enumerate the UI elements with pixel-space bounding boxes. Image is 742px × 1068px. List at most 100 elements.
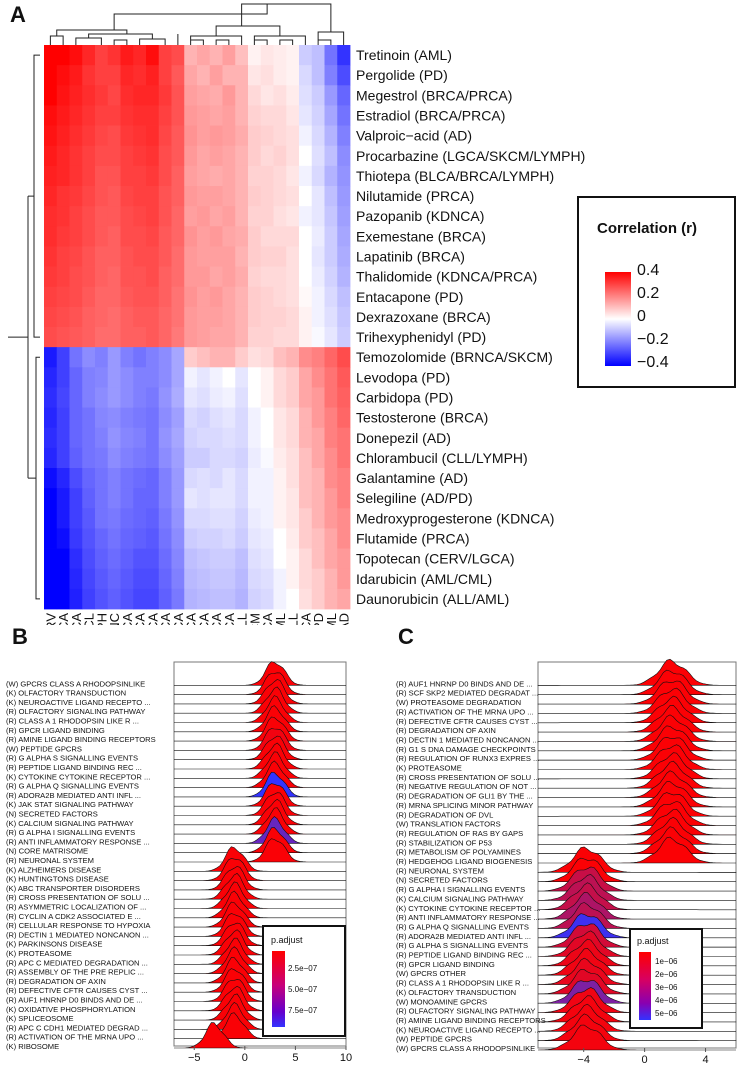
heatmap-cell (95, 508, 109, 529)
panel-b-category-label: (K) OXIDATIVE PHOSPHORYLATION (6, 1005, 136, 1014)
heatmap-cell (260, 65, 274, 86)
heatmap-cell (56, 105, 70, 126)
heatmap-cell (158, 266, 172, 288)
heatmap-cell (248, 407, 262, 429)
heatmap-cell (273, 488, 287, 509)
heatmap-cell (248, 165, 262, 187)
heatmap-cell (158, 407, 172, 429)
heatmap-cell (324, 206, 338, 227)
heatmap-cell (260, 427, 274, 449)
heatmap-row-label: Thalidomide (KDNCA/PRCA) (356, 269, 537, 285)
heatmap-cell (82, 125, 96, 147)
heatmap-col-label: BRNCA (133, 613, 148, 625)
heatmap-cell (299, 468, 313, 489)
heatmap-cell (158, 65, 172, 86)
panel-c-ridge (537, 658, 737, 686)
heatmap-cell (184, 548, 198, 570)
heatmap-cell (158, 246, 172, 267)
heatmap-cell (69, 286, 83, 308)
heatmap-cell (299, 105, 313, 126)
heatmap-cell (235, 347, 249, 368)
heatmap-cell (248, 145, 262, 167)
heatmap-cell (44, 65, 58, 86)
heatmap-cell (324, 145, 338, 167)
heatmap-cell (120, 548, 134, 570)
heatmap-cell (337, 407, 351, 429)
heatmap-cell (82, 488, 96, 509)
heatmap-cell (337, 45, 351, 66)
heatmap-cell (82, 186, 96, 207)
heatmap-cell (158, 85, 172, 106)
panel-c-category-label: (W) MONOAMINE GPCRS (396, 997, 487, 1006)
heatmap-cell (299, 246, 313, 267)
heatmap-cell (197, 186, 211, 207)
panel-b-category-label: (K) HUNTINGTONS DISEASE (6, 875, 109, 884)
heatmap-cell (337, 387, 351, 408)
panel-b-category-label: (R) DEFECTIVE CFTR CAUSES CYST ... (6, 986, 148, 995)
heatmap-col-label: CRCA (171, 613, 186, 625)
heatmap-col-label: PACA (56, 613, 71, 625)
heatmap-cell (299, 427, 313, 449)
heatmap-cell (299, 447, 313, 469)
heatmap-cell (299, 186, 313, 207)
heatmap-cell (171, 125, 185, 147)
heatmap-cell (286, 246, 300, 267)
heatmap-cell (44, 407, 58, 429)
heatmap-cell (324, 105, 338, 126)
heatmap-cell (299, 367, 313, 388)
heatmap-cell (171, 65, 185, 86)
heatmap-cell (44, 468, 58, 489)
heatmap-row-label: Entacapone (PD) (356, 289, 463, 305)
heatmap-row-label: Valproic−acid (AD) (356, 128, 472, 144)
row-dendrogram (8, 54, 40, 600)
heatmap-cell (82, 588, 96, 610)
heatmap-cell (311, 65, 325, 86)
heatmap-cell (235, 45, 249, 66)
heatmap-cell (133, 226, 147, 247)
heatmap-cell (171, 568, 185, 590)
heatmap-cell (299, 387, 313, 408)
heatmap-cell (222, 246, 236, 267)
panel-b-category-label: (R) PEPTIDE LIGAND BINDING REC ... (6, 763, 142, 772)
heatmap-cell (120, 45, 134, 66)
heatmap-cell (273, 427, 287, 449)
heatmap-cell (209, 226, 223, 247)
heatmap-cell (171, 468, 185, 489)
heatmap-cell (69, 447, 83, 469)
panel-c-category-label: (K) PROTEASOME (396, 764, 462, 773)
heatmap-col-label: THCA (298, 613, 313, 625)
panel-c-category-label: (R) ADORA2B MEDIATED ANTI INFL ... (396, 932, 531, 941)
heatmap-cell (120, 226, 134, 247)
heatmap-cell (311, 568, 325, 590)
heatmap-cell (69, 468, 83, 489)
heatmap-col-label: ALL (235, 613, 250, 625)
heatmap-cell (95, 488, 109, 509)
heatmap-cell (82, 286, 96, 308)
heatmap-cell (146, 488, 160, 509)
heatmap-cell (299, 528, 313, 549)
heatmap-cell (120, 447, 134, 469)
heatmap-cell (69, 548, 83, 570)
heatmap-cell (171, 508, 185, 529)
heatmap-cell (56, 407, 70, 429)
heatmap-cell (184, 266, 198, 288)
heatmap-cell (56, 447, 70, 469)
heatmap-cell (197, 105, 211, 126)
heatmap-cell (299, 488, 313, 509)
heatmap-cell (235, 266, 249, 288)
panel-b-category-label: (R) ACTIVATION OF THE MRNA UPO ... (6, 1033, 144, 1042)
heatmap-cell (209, 286, 223, 308)
heatmap-cell (273, 548, 287, 570)
heatmap-cell (197, 306, 211, 328)
heatmap-row-label: Flutamide (PRCA) (356, 531, 470, 547)
panel-c-category-label: (W) PEPTIDE GPCRS (396, 1035, 472, 1044)
heatmap-cell (222, 568, 236, 590)
heatmap-cell (273, 125, 287, 147)
panel-c-plot-frame (537, 661, 737, 1049)
heatmap-cell (260, 246, 274, 267)
heatmap-cell (273, 528, 287, 549)
heatmap-cell (171, 367, 185, 388)
padjust-colorbar-b (272, 951, 285, 1027)
panel-c-ridge (538, 704, 736, 733)
heatmap-cell (248, 206, 262, 227)
